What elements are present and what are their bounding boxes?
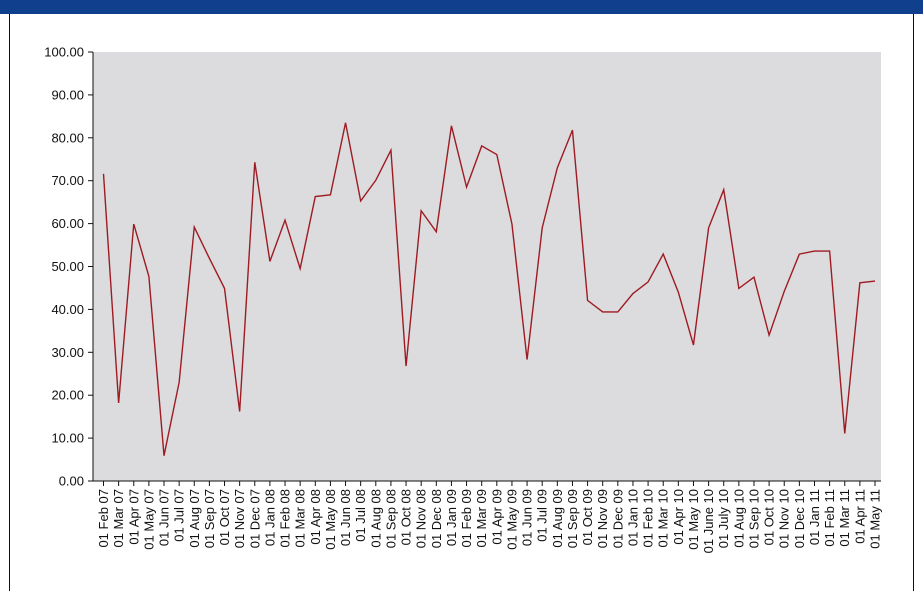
y-tick-label: 90.00: [51, 87, 84, 102]
x-tick-label: 01 Mar 09: [474, 489, 489, 548]
y-tick-label: 20.00: [51, 388, 84, 403]
x-tick-label: 01 Nov 07: [232, 489, 247, 548]
x-tick-label: 01 Mar 07: [111, 489, 126, 548]
series-line: [102, 122, 876, 456]
x-tick-label: 01 Jul 08: [353, 489, 368, 542]
y-tick-label: 10.00: [51, 431, 84, 446]
x-tick-label: 01 Nov 10: [777, 489, 792, 548]
x-tick-label: 01 Mar 08: [293, 489, 308, 548]
x-axis: 01 Feb 07 01 Mar 07 01 Apr 07 01 May 07 01 J…: [93, 480, 883, 553]
x-tick-label: 01 May 11: [868, 489, 883, 549]
x-tick-label: 01 May 07: [141, 489, 156, 550]
series-group: [102, 122, 876, 456]
y-tick-label: 60.00: [51, 216, 84, 231]
x-tick-label: 01 Aug 08: [368, 489, 383, 548]
x-tick-label: 01 Feb 08: [278, 489, 293, 548]
frame-left-border: [9, 14, 10, 591]
x-tick-label: 01 Jun 09: [520, 489, 535, 546]
x-tick-label: 01 June 10: [701, 489, 716, 553]
x-tick-label: 01 Jul 07: [172, 489, 187, 542]
x-tick-label: 01 Oct 08: [399, 489, 414, 545]
x-tick-label: 01 Jan 08: [262, 489, 277, 546]
x-tick-label: 01 Dec 10: [792, 489, 807, 548]
x-tick-label: 01 Nov 09: [595, 489, 610, 548]
x-tick-label: 01 Feb 11: [822, 489, 837, 547]
x-tick-label: 01 Jul 09: [535, 489, 550, 542]
x-tick-label: 01 July 10: [716, 489, 731, 548]
x-tick-label: 01 Apr 11: [852, 489, 867, 544]
x-tick-label: 01 Dec 09: [610, 489, 625, 548]
x-tick-label: 01 Jan 10: [625, 489, 640, 546]
x-tick-label: 01 Dec 07: [247, 489, 262, 548]
y-axis: 0.00 10.00 20.00 30.00 40.00 50.00 60.00 70.00 8…: [44, 45, 94, 489]
x-tick-label: 01 Jan 11: [807, 489, 822, 545]
x-tick-label: 01 Oct 10: [762, 489, 777, 545]
x-tick-label: 01 May 08: [323, 489, 338, 550]
x-tick-label: 01 Aug 09: [550, 489, 565, 548]
x-tick-label: 01 Jun 07: [157, 489, 172, 546]
y-tick-label: 0.00: [59, 474, 84, 489]
frame-right-border: [913, 14, 914, 591]
y-tick-label: 40.00: [51, 302, 84, 317]
x-tick-label: 01 Oct 07: [217, 489, 232, 545]
x-tick-label: 01 Aug 10: [731, 489, 746, 548]
x-tick-label: 01 Apr 08: [308, 489, 323, 545]
x-tick-label: 01 Nov 08: [414, 489, 429, 548]
x-tick-label: 01 Mar 11: [837, 489, 852, 547]
x-tick-label: 01 Apr 10: [671, 489, 686, 545]
x-tick-label: 01 Apr 07: [126, 489, 141, 545]
x-tick-label: 01 Feb 10: [641, 489, 656, 548]
x-tick-label: 01 Dec 08: [429, 489, 444, 548]
plot-area: [93, 52, 881, 481]
x-tick-label: 01 Sep 10: [746, 489, 761, 548]
x-tick-label: 01 Mar 10: [656, 489, 671, 548]
y-tick-label: 30.00: [51, 345, 84, 360]
x-tick-label: 01 Jan 09: [444, 489, 459, 546]
x-tick-label: 01 Sep 07: [202, 489, 217, 548]
x-tick-label: 01 Sep 08: [383, 489, 398, 548]
y-tick-label: 100.00: [44, 45, 84, 60]
header-bar: [0, 0, 923, 14]
y-tick-label: 80.00: [51, 130, 84, 145]
x-tick-label: 01 May 10: [686, 489, 701, 550]
x-tick-label: 01 Oct 09: [580, 489, 595, 545]
x-tick-label: 01 Jun 08: [338, 489, 353, 546]
y-tick-label: 50.00: [51, 259, 84, 274]
x-tick-label: 01 Sep 09: [565, 489, 580, 548]
x-tick-label: 01 Aug 07: [187, 489, 202, 548]
x-tick-label: 01 Feb 07: [96, 489, 111, 548]
x-tick-label: 01 May 09: [504, 489, 519, 550]
x-tick-label: 01 Apr 09: [489, 489, 504, 545]
x-tick-label: 01 Feb 09: [459, 489, 474, 548]
y-tick-label: 70.00: [51, 173, 84, 188]
